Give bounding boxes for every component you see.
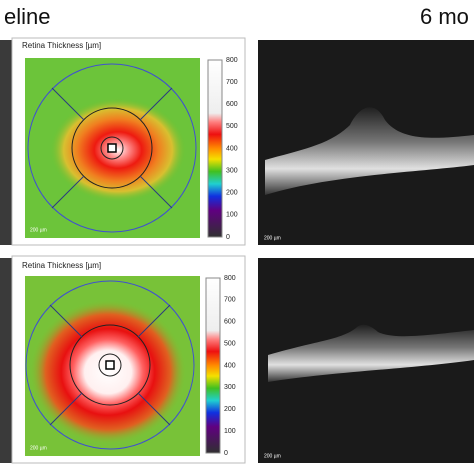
scale-label: 200 µm (264, 235, 281, 241)
etdrs-outer (25, 280, 195, 450)
colorbar-tick-label: 0 (226, 234, 230, 241)
colorbar-tick-label: 300 (224, 384, 236, 391)
colorbar-tick-label: 400 (226, 145, 238, 152)
scale-label: 200 µm (264, 453, 281, 459)
etdrs-spoke (139, 87, 173, 121)
timepoint-label: eline (4, 4, 50, 29)
etdrs-center (98, 353, 122, 377)
colorbar (205, 277, 221, 454)
colorbar-tick-label: 700 (226, 79, 238, 86)
colorbar-tick-label: 300 (226, 167, 238, 174)
row: Retina Thickness [µm] 200 µm 800 700 600 50… (0, 37, 474, 246)
colorbar-tick-label: 500 (226, 123, 238, 130)
row: Retina Thickness [µm] 200 µm 800 700 600 50… (0, 255, 474, 464)
etdrs-spoke (51, 87, 85, 121)
colorbar-tick-label: 200 (226, 190, 238, 197)
colorbar-tick-label: 400 (224, 362, 236, 369)
map-title: Retina Thickness [µm] (22, 41, 101, 50)
etdrs-spoke (137, 392, 171, 426)
thickness-hotspot (50, 98, 186, 202)
etdrs-outer (27, 63, 197, 233)
retina-layers (268, 324, 474, 382)
etdrs-spoke (51, 175, 85, 209)
map-title: Retina Thickness [µm] (22, 261, 101, 270)
colorbar-ticks: 800 700 600 500 400 300 200 100 0 (226, 57, 238, 241)
colorbar-tick-label: 100 (226, 212, 238, 219)
colorbar-tick-label: 0 (224, 450, 228, 457)
oct-crop (0, 258, 12, 463)
retina-layers (265, 107, 474, 195)
scale-label: 200 µm (30, 227, 47, 233)
colorbar-tick-label: 800 (224, 275, 236, 282)
colorbar-tick-label: 100 (224, 428, 236, 435)
colorbar (207, 59, 223, 238)
fovea-marker (107, 143, 117, 153)
etdrs-inner (69, 324, 151, 406)
etdrs-spoke (137, 304, 171, 338)
fovea-marker (105, 360, 115, 370)
etdrs-inner (71, 107, 153, 189)
thickness-hotspot (30, 300, 186, 444)
colorbar-tick-label: 800 (226, 57, 238, 64)
colorbar-tick-label: 200 (224, 406, 236, 413)
etdrs-spoke (49, 304, 83, 338)
scale-label: 200 µm (30, 445, 47, 451)
colorbar-tick-label: 700 (224, 297, 236, 304)
etdrs-center (100, 136, 124, 160)
etdrs-spoke (49, 392, 83, 426)
colorbar-tick-label: 600 (226, 101, 238, 108)
colorbar-ticks: 800 700 600 500 400 300 200 100 0 (224, 275, 236, 457)
oct-crop (0, 40, 12, 245)
colorbar-tick-label: 600 (224, 319, 236, 326)
timepoint-label: 6 mo (420, 4, 469, 29)
etdrs-spoke (139, 175, 173, 209)
colorbar-tick-label: 500 (224, 340, 236, 347)
